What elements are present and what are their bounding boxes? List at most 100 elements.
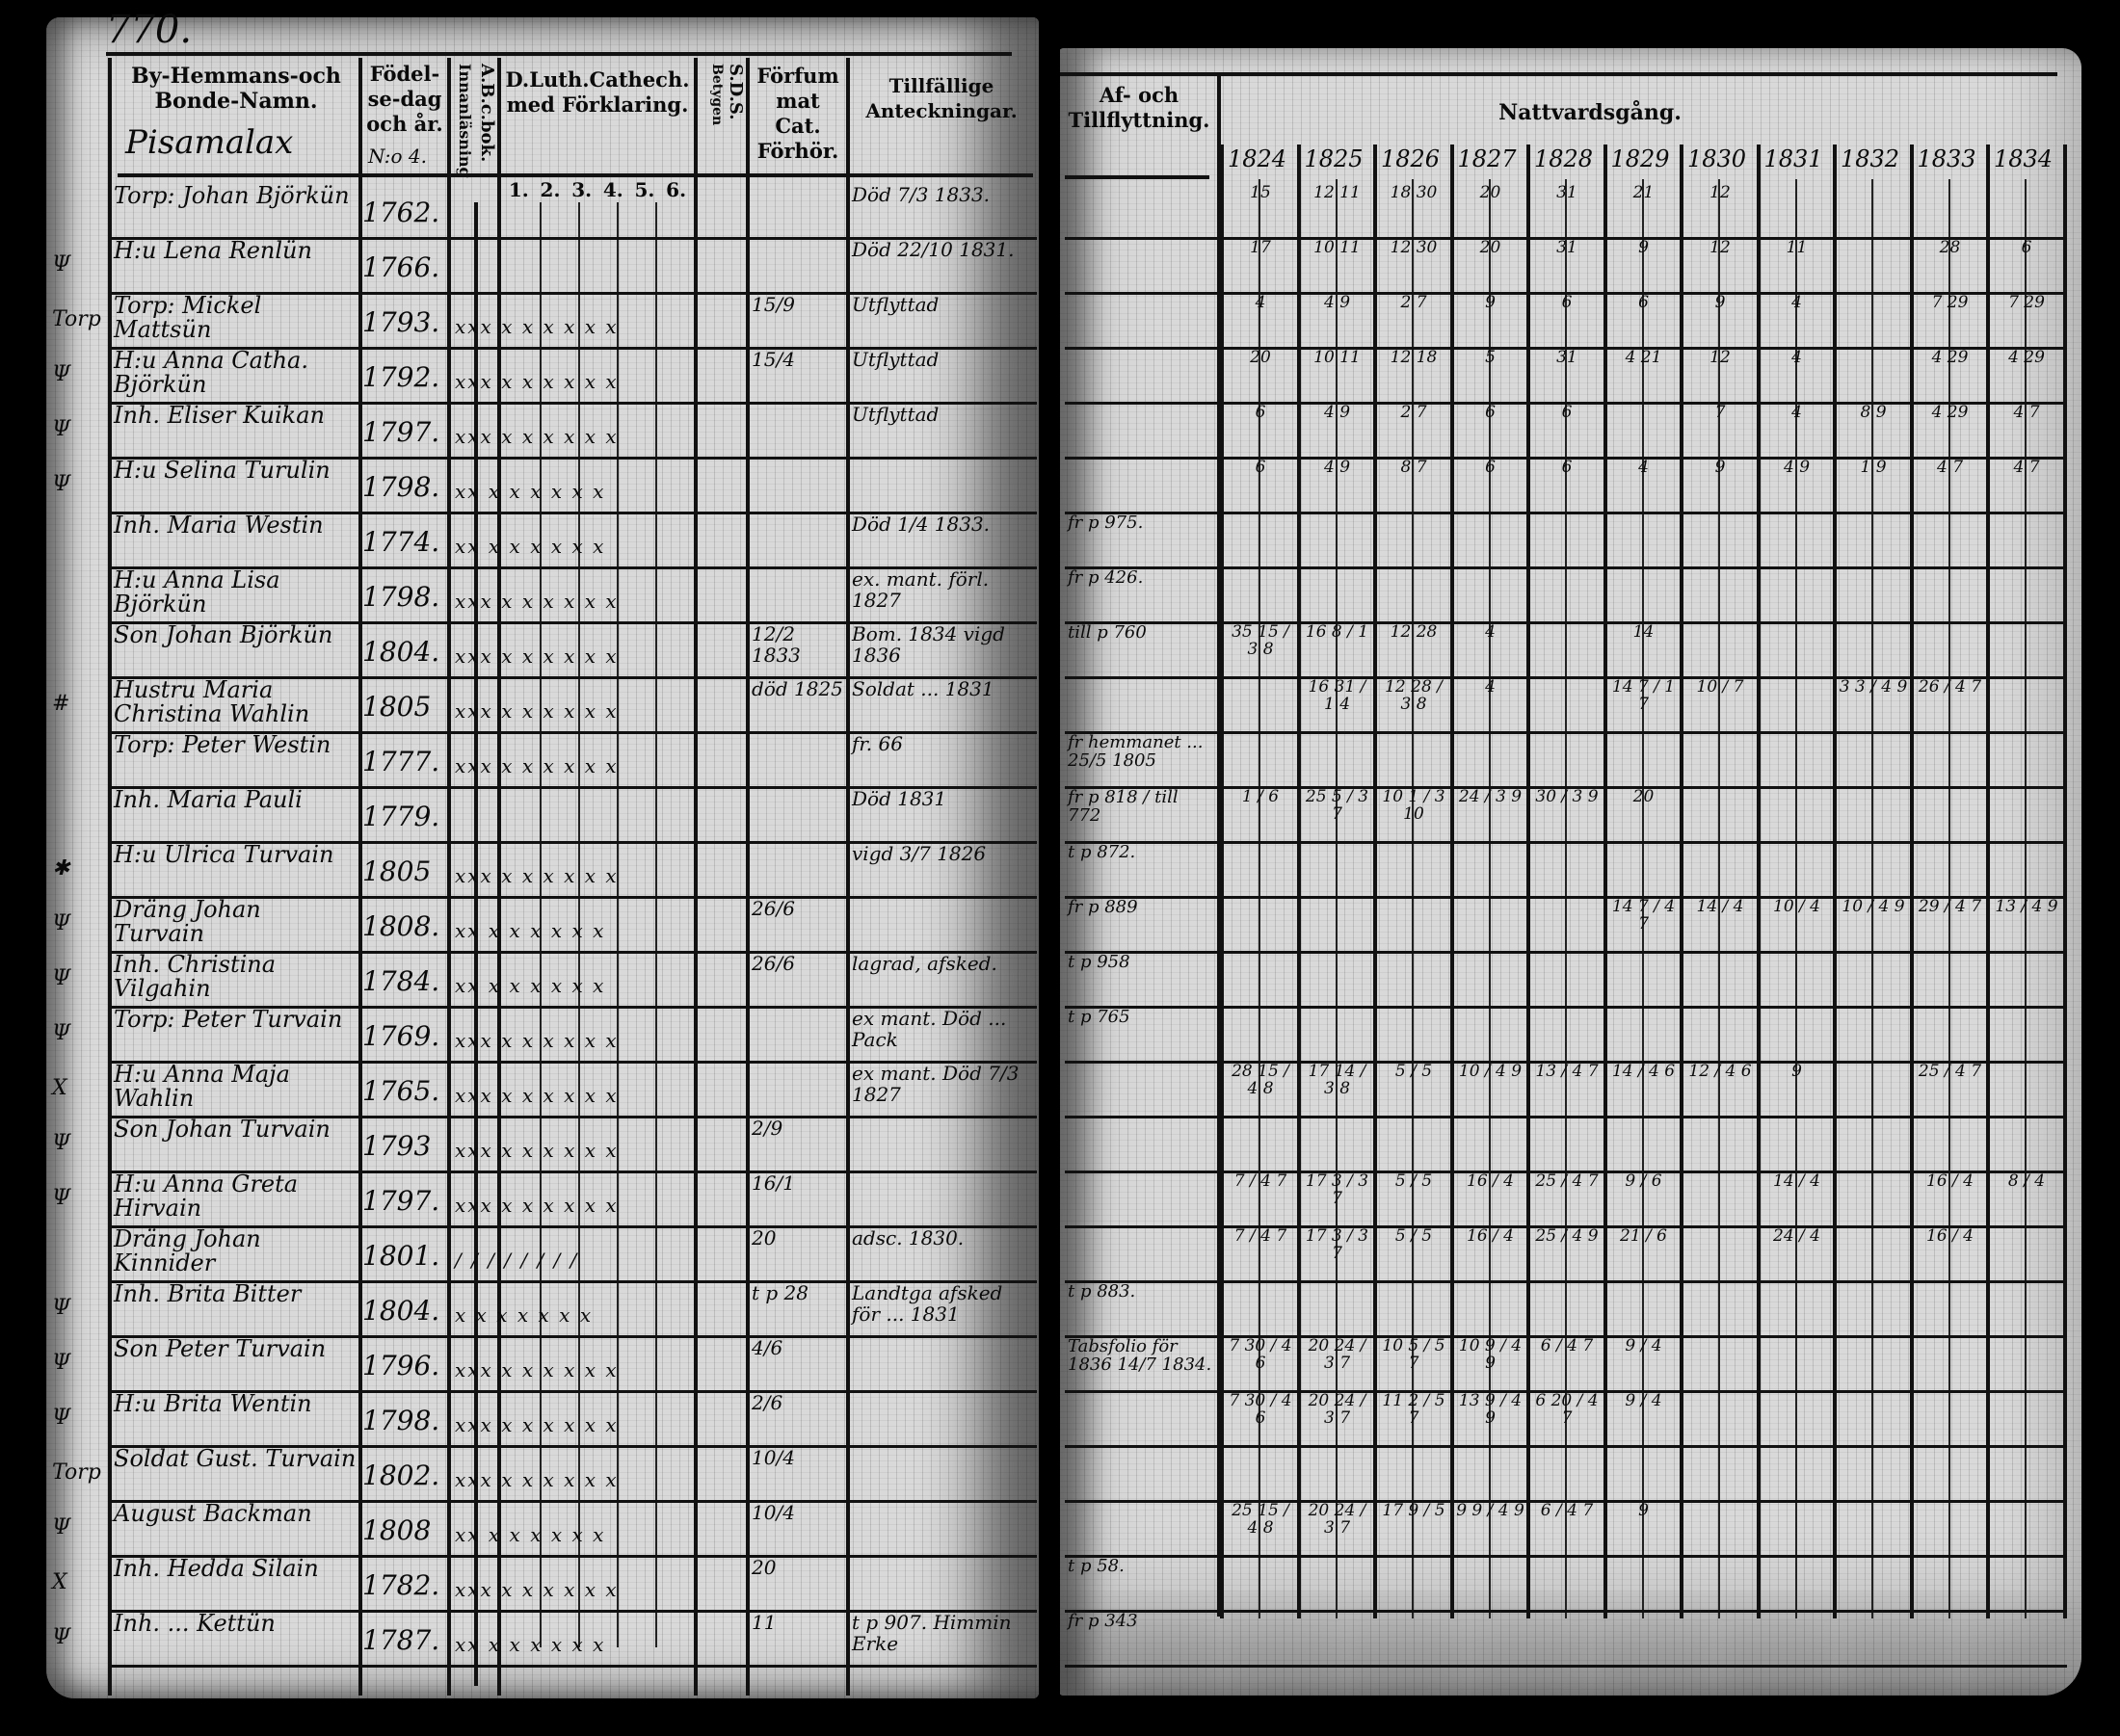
move-note: fr hemmanet ... 25/5 1805 — [1068, 732, 1204, 771]
year-subcolumn-rule — [1488, 179, 1491, 1618]
birth-year: 1798. — [362, 471, 440, 503]
catechism-marks: xx x x x x x x — [455, 919, 606, 942]
person-name: H:u Lena Renlün — [114, 237, 312, 264]
remark-note: adsc. 1830. — [852, 1226, 965, 1249]
row-rule — [1065, 512, 2067, 514]
year-column-rule — [1833, 145, 1837, 1618]
year-column-rule — [1756, 145, 1761, 1618]
communion-entry: 7 / 4 7 — [1233, 1171, 1287, 1191]
communion-year-label: 1830 — [1687, 145, 1747, 172]
sds-note: 26/6 — [752, 952, 795, 975]
catechism-marks: xxx x x x x x x — [455, 1029, 619, 1052]
communion-entry: 10 / 7 — [1696, 677, 1744, 697]
row-rule — [112, 951, 1037, 954]
move-note: t p 883. — [1068, 1281, 1136, 1302]
communion-entry: 12 / 4 6 — [1688, 1062, 1752, 1081]
communion-entry: 16 31 / 1 4 — [1308, 677, 1366, 714]
communion-entry: 9 / 4 — [1625, 1391, 1662, 1410]
communion-entry: 25 5 / 3 7 — [1305, 787, 1369, 824]
catechism-marks: xx x x x x x x — [455, 535, 606, 558]
header-name-column: By-Hemmans-och Bonde-Namn. — [131, 64, 341, 114]
person-name: Inh. ... Kettün — [114, 1610, 276, 1637]
header-sds-sub: Betygen — [709, 64, 725, 126]
communion-entry: 11 2 / 5 7 — [1382, 1391, 1445, 1428]
year-subcolumn-rule — [1641, 179, 1644, 1618]
year-subcolumn-rule — [1948, 179, 1950, 1618]
communion-entry: 6 — [1485, 458, 1496, 477]
row-rule — [1065, 1116, 2067, 1118]
header-catechism-column: D.Luth.Cathech. med Förklaring. — [505, 67, 690, 117]
move-note: fr p 975. — [1068, 513, 1144, 533]
communion-entry: 17 14 / 3 8 — [1308, 1062, 1366, 1098]
remark-note: fr. 66 — [852, 732, 903, 755]
row-rule — [1065, 347, 2067, 350]
communion-entry: 13 / 4 9 — [1995, 897, 2058, 916]
communion-entry: 12 — [1709, 348, 1731, 367]
birth-year: 1769. — [362, 1020, 440, 1052]
communion-entry: 4 — [1791, 293, 1802, 312]
sds-note: 15/4 — [752, 348, 795, 371]
communion-entry: 7 30 / 4 6 — [1229, 1391, 1292, 1428]
header-notes-column: Tillfällige Anteckningar. — [865, 74, 1018, 122]
row-rule — [112, 566, 1037, 569]
catechism-marks: xx x x x x x x — [455, 974, 606, 997]
communion-entry: 6 / 4 7 — [1540, 1336, 1594, 1355]
village-name: Pisamalax — [125, 123, 294, 162]
communion-entry: 4 29 — [1931, 403, 1969, 422]
row-rule — [112, 896, 1037, 899]
communion-year-label: 1826 — [1381, 145, 1441, 172]
row-rule — [112, 1225, 1037, 1228]
remark-note: Bom. 1834 vigd 1836 — [852, 622, 1005, 667]
communion-entry: 20 24 / 3 7 — [1308, 1391, 1366, 1428]
catechism-marks: xx x x x x x x — [455, 1633, 606, 1656]
column-rule — [447, 58, 451, 1696]
margin-mark: # — [52, 692, 70, 716]
communion-year-label: 1827 — [1457, 145, 1517, 172]
catechism-marks: xxx x x x x x x — [455, 699, 619, 723]
communion-entry: 14 / 4 6 — [1611, 1062, 1676, 1081]
birth-year: 1792. — [362, 361, 440, 393]
communion-entry: 17 9 / 5 — [1382, 1501, 1445, 1520]
catechism-part: 1. — [508, 178, 529, 201]
person-name: H:u Ulrica Turvain — [114, 841, 334, 868]
catechism-marks: xxx x x x x x x — [455, 590, 619, 613]
row-rule — [112, 347, 1037, 350]
header-birth-column: Födel-se-dag och år. — [366, 62, 443, 136]
communion-entry: 12 — [1709, 238, 1731, 257]
page-number: 770. — [106, 8, 193, 52]
row-rule — [1065, 1665, 2067, 1668]
communion-entry: 5 / 5 — [1394, 1171, 1433, 1191]
person-name: August Backman — [114, 1500, 312, 1527]
communion-entry: 7 29 — [1931, 293, 1969, 312]
column-rule — [497, 58, 501, 1696]
catechism-part: 2. — [540, 178, 561, 201]
communion-entry: 4 9 — [1783, 458, 1811, 477]
communion-entry: 4 9 — [1323, 458, 1351, 477]
communion-entry: 12 28 / 3 8 — [1385, 677, 1443, 714]
sds-note: 2/6 — [752, 1391, 783, 1414]
sds-note: 16/1 — [752, 1171, 795, 1195]
catechism-marks: xxx x x x x x x — [455, 1578, 619, 1601]
communion-year-label: 1828 — [1534, 145, 1594, 172]
move-note: t p 58. — [1068, 1556, 1125, 1576]
margin-mark: Ψ — [52, 1021, 71, 1045]
communion-entry: 14 7 / 4 7 — [1611, 897, 1676, 934]
year-subcolumn-rule — [1794, 179, 1797, 1618]
catechism-marks: xxx x x x x x x — [455, 1358, 619, 1381]
margin-mark: X — [52, 1076, 67, 1100]
communion-entry: 6 — [1561, 293, 1573, 312]
communion-entry: 5 / 5 — [1394, 1226, 1433, 1246]
communion-entry: 16 / 4 — [1926, 1171, 1974, 1191]
margin-mark: Ψ — [52, 1131, 71, 1155]
catechism-marks: xxx x x x x x x — [455, 754, 619, 777]
birth-year: 1777. — [362, 746, 440, 777]
catechism-part: 4. — [602, 178, 623, 201]
communion-entry: 6 — [1255, 458, 1266, 477]
move-note: fr p 426. — [1068, 567, 1144, 588]
sds-note: 12/2 1833 — [752, 622, 801, 667]
communion-entry: 24 / 4 — [1773, 1226, 1820, 1246]
catechism-marks: xxx x x x x x x — [455, 1413, 619, 1436]
remark-note: Död 22/10 1831. — [852, 238, 1015, 261]
column-rule — [358, 58, 362, 1696]
remark-note: Död 1831 — [852, 787, 947, 810]
